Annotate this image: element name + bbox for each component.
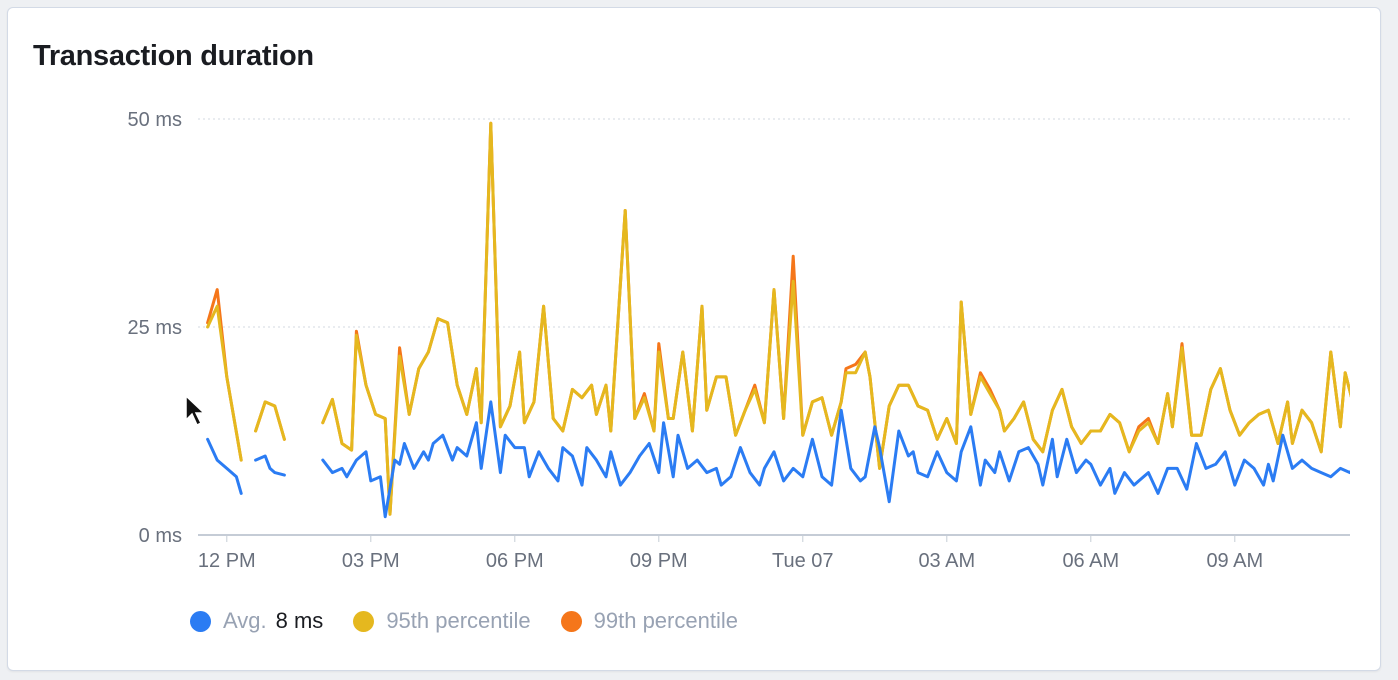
x-tick-label: 03 PM (342, 550, 400, 572)
series-line-segment (254, 454, 286, 477)
transaction-duration-panel (7, 7, 1381, 671)
series-line-segment (321, 121, 1350, 516)
series-avg[interactable] (206, 400, 1389, 519)
legend-value-avg: 8 ms (275, 608, 324, 633)
y-tick-label: 25 ms (128, 317, 182, 339)
series-line-segment (254, 400, 286, 441)
series-line-segment (206, 437, 243, 495)
legend-label-avg: Avg. (223, 608, 267, 633)
x-tick-label: Tue 07 (772, 550, 834, 572)
legend-item-p95[interactable]: 95th percentile (353, 608, 531, 634)
legend-dot-avg (190, 610, 211, 632)
x-tick-label: 09 AM (1206, 550, 1263, 572)
x-axis-ticks: 12 PM 03 PM 06 PM 09 PM Tue 07 03 AM 06 AM 09 A… (198, 535, 1263, 572)
x-tick-label: 09 PM (630, 550, 688, 572)
series-lines[interactable] (206, 121, 1389, 519)
series-99th-percentile[interactable] (206, 121, 1389, 516)
legend-label-p95: 95th percentile (386, 608, 531, 633)
legend-dot-p99 (560, 610, 582, 632)
chart-legend: Avg. 8 ms 95th percentile 99th percentil… (190, 608, 768, 634)
y-tick-label: 0 ms (139, 525, 182, 547)
grid-lines (198, 118, 1350, 328)
legend-item-p99[interactable]: 99th percentile (560, 608, 738, 634)
series-line-segment (206, 304, 243, 462)
x-tick-label: 03 AM (918, 550, 975, 572)
x-tick-label: 12 PM (198, 550, 256, 572)
chart-title: Transaction duration (33, 40, 314, 72)
legend-item-avg[interactable]: Avg. 8 ms (190, 608, 323, 634)
series-95th-percentile[interactable] (206, 121, 1389, 516)
series-line-segment (321, 400, 1350, 519)
x-tick-label: 06 PM (486, 550, 544, 572)
legend-dot-p95 (353, 610, 375, 632)
y-tick-label: 50 ms (128, 109, 182, 131)
y-axis-ticks: 0 ms 25 ms 50 ms (128, 109, 182, 547)
x-tick-label: 06 AM (1062, 550, 1119, 572)
legend-label-p99: 99th percentile (593, 608, 738, 633)
mouse-pointer-icon (185, 394, 206, 427)
